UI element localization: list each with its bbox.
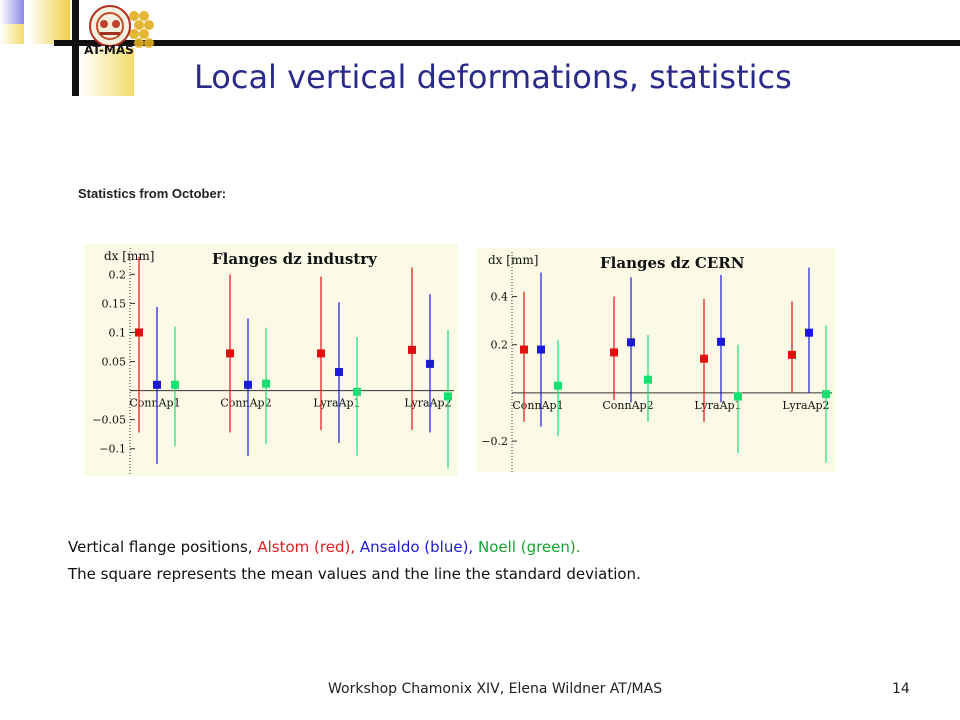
mean-marker	[444, 392, 452, 401]
corner-decoration	[80, 48, 134, 96]
chart-industry-plot: Flanges dz industry dx [mm] −0.1 −0.05 0.05 0…	[92, 248, 454, 476]
x-tick-label: LyraAp2	[782, 399, 829, 412]
mean-marker	[700, 354, 708, 363]
mean-marker	[244, 380, 252, 389]
y-axis-label: dx [mm]	[104, 249, 154, 263]
x-tick-label: ConnAp2	[220, 397, 271, 410]
section-subtitle: Statistics from October:	[78, 186, 227, 201]
x-tick-label: LyraAp1	[313, 397, 360, 410]
x-tick-label: ConnAp2	[602, 399, 653, 412]
horizontal-rule	[54, 40, 960, 46]
mean-marker	[335, 368, 343, 377]
mean-marker	[822, 390, 830, 399]
corner-decoration	[0, 0, 24, 24]
chart-cern: Flanges dz CERN dx [mm] −0.2 0.2 0.4 ConnAp1 C…	[476, 248, 836, 472]
mean-marker	[135, 328, 143, 337]
mean-marker	[627, 338, 635, 347]
mean-marker	[520, 345, 528, 354]
vertical-rule	[72, 0, 79, 96]
mean-marker	[610, 348, 618, 357]
legend-alstom: Alstom (red),	[257, 538, 356, 556]
mean-marker	[554, 381, 562, 390]
corner-decoration	[28, 0, 70, 44]
x-tick-label: LyraAp2	[404, 397, 451, 410]
mean-marker	[262, 379, 270, 388]
mean-marker	[644, 375, 652, 384]
page-title: Local vertical deformations, statistics	[194, 58, 792, 96]
at-mas-logo	[89, 5, 154, 48]
caption-prefix: Vertical flange positions,	[68, 538, 258, 556]
caption-legend: Vertical flange positions, Alstom (red),…	[68, 538, 581, 556]
chart-industry: Flanges dz industry dx [mm] −0.1 −0.05 0.05 0…	[84, 244, 458, 476]
caption-explanation: The square represents the mean values an…	[68, 565, 641, 583]
x-tick-label: LyraAp1	[694, 399, 741, 412]
y-tick-label: 0.15	[102, 297, 127, 310]
mean-marker	[317, 349, 325, 358]
mean-marker	[171, 380, 179, 389]
legend-noell: Noell (green).	[477, 538, 581, 556]
x-tick-label: ConnAp1	[512, 399, 563, 412]
y-axis-label: dx [mm]	[488, 253, 538, 267]
mean-marker	[788, 350, 796, 359]
mean-marker	[805, 328, 813, 337]
y-tick-label: −0.05	[92, 414, 126, 427]
chart-title: Flanges dz industry	[212, 250, 378, 268]
mean-marker	[408, 345, 416, 354]
y-tick-label: 0.1	[109, 326, 127, 339]
corner-decoration	[0, 24, 24, 44]
chart-cern-plot: Flanges dz CERN dx [mm] −0.2 0.2 0.4 ConnAp1 C…	[481, 252, 832, 472]
mean-marker	[153, 380, 161, 389]
mean-marker	[353, 387, 361, 396]
mean-marker	[426, 359, 434, 368]
mean-marker	[226, 349, 234, 358]
y-tick-label: 0.2	[491, 339, 509, 352]
y-tick-label: 0.2	[109, 268, 127, 281]
logo-text: AT-MAS	[84, 43, 134, 57]
mean-marker	[717, 337, 725, 346]
mean-marker	[734, 392, 742, 401]
y-tick-label: 0.05	[102, 356, 127, 369]
y-tick-label: −0.2	[481, 435, 508, 448]
page-number: 14	[892, 681, 910, 697]
legend-ansaldo: Ansaldo (blue),	[359, 538, 474, 556]
x-tick-label: ConnAp1	[129, 397, 180, 410]
mean-marker	[537, 345, 545, 354]
chart-title: Flanges dz CERN	[600, 254, 745, 272]
y-tick-label: −0.1	[99, 443, 126, 456]
footer-text: Workshop Chamonix XIV, Elena Wildner AT/…	[328, 681, 663, 697]
y-tick-label: 0.4	[491, 291, 509, 304]
